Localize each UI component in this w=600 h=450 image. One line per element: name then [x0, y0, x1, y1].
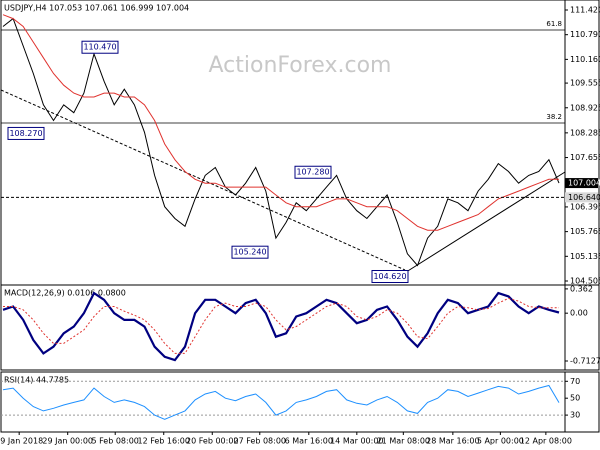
- price-box-label: 106.640: [568, 193, 600, 202]
- y-tick-label: 70: [570, 377, 580, 386]
- annotation-label: 105.240: [233, 248, 266, 257]
- axis-panel: [564, 284, 600, 371]
- panel-title: MACD(12,26,9) 0.0106 0.0800: [4, 289, 126, 298]
- y-tick-label: 109.555: [570, 79, 600, 88]
- annotation-box: [7, 126, 45, 140]
- y-tick-label: 0.00: [570, 309, 588, 318]
- x-tick-label: 27 Feb 08:00: [234, 437, 286, 446]
- x-tick-label: 29 Jan 00:00: [42, 437, 93, 446]
- y-tick-label: 30: [570, 411, 580, 420]
- fib-label: 38.2: [546, 113, 562, 121]
- x-tick-label: 14 Mar 00:00: [330, 437, 383, 446]
- x-tick-label: 12 Apr 08:00: [520, 437, 572, 446]
- x-tick-label: 5 Apr 00:00: [477, 437, 524, 446]
- y-tick-label: 50: [570, 394, 580, 403]
- x-tick-label: 6 Mar 16:00: [285, 437, 333, 446]
- axis-panel: [564, 371, 600, 433]
- x-tick-label: 21 Mar 08:00: [377, 437, 430, 446]
- y-tick-label: 108.285: [570, 128, 600, 137]
- series-line: [2, 17, 560, 267]
- y-tick-label: 105.135: [570, 252, 600, 261]
- price-box-label: 107.004: [568, 179, 600, 188]
- x-tick-label: 20 Feb 00:00: [186, 437, 238, 446]
- panel: [0, 284, 566, 371]
- annotation-label: 108.270: [9, 129, 42, 138]
- panel-title: RSI(14) 44.7785: [4, 376, 69, 385]
- series-line: [2, 291, 560, 362]
- axis-panel: [564, 0, 600, 286]
- y-tick-label: 0.362: [570, 284, 593, 293]
- fib-label: 61.8: [546, 20, 562, 28]
- watermark: ActionForex.com: [209, 53, 392, 78]
- y-tick-label: 107.655: [570, 153, 600, 162]
- panel: [0, 371, 566, 433]
- annotation-box: [81, 40, 119, 54]
- annotation-label: 107.280: [296, 168, 329, 177]
- series-line: [2, 384, 560, 420]
- y-tick-label: 105.765: [570, 227, 600, 236]
- annotation-box: [231, 245, 269, 259]
- y-tick-label: 110.160: [570, 55, 600, 64]
- annotation-label: 110.470: [83, 43, 116, 52]
- x-tick-label: 5 Feb 08:00: [92, 437, 139, 446]
- trend-line: [402, 171, 566, 275]
- series-line: [2, 14, 559, 231]
- panel-title: USDJPY,H4 107.053 107.061 106.999 107.00…: [4, 4, 189, 13]
- price-box: [565, 178, 598, 189]
- y-tick-label: 110.790: [570, 30, 600, 39]
- y-tick-label: -0.7127: [570, 356, 600, 365]
- y-tick-label: 108.925: [570, 103, 600, 112]
- x-tick-label: 19 Jan 2018: [0, 437, 43, 446]
- y-tick-label: 104.505: [570, 277, 600, 286]
- price-box: [565, 192, 598, 203]
- y-tick-label: 106.395: [570, 202, 600, 211]
- annotation-label: 104.620: [373, 272, 406, 281]
- annotation-box: [371, 269, 409, 283]
- x-tick-label: 12 Feb 16:00: [137, 437, 189, 446]
- y-tick-label: 111.420: [570, 5, 600, 14]
- x-tick-label: 28 Mar 16:00: [426, 437, 479, 446]
- annotation-box: [294, 165, 332, 179]
